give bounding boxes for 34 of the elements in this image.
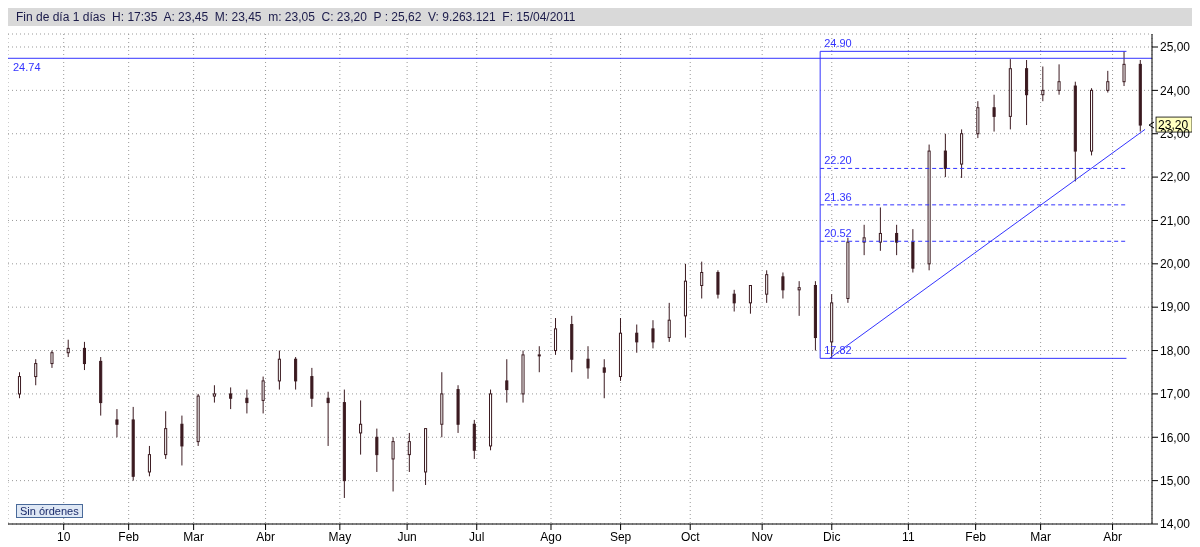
x-tick-label: Feb xyxy=(118,529,140,544)
y-tick-label: 15,00 xyxy=(1160,473,1191,488)
chart-title: Fin de día 1 días H: 17:35 A: 23,45 M: 23,45 m: 23,05 C: 23,20 P : 25,62 V: 9.263.121 F: 15/04/2011 xyxy=(8,8,1192,26)
y-tick-label: 21,00 xyxy=(1160,213,1191,228)
x-tick-label: May xyxy=(328,529,352,544)
x-tick-label: 11 xyxy=(902,529,915,544)
y-tick-label: 24,00 xyxy=(1160,83,1191,98)
y-tick-label: 20,00 xyxy=(1160,257,1191,272)
x-tick-label: Ago xyxy=(540,529,562,544)
button: Sin órdenes xyxy=(16,504,83,518)
data-label: 20.52 xyxy=(824,227,852,240)
x-tick-label: Dic xyxy=(823,529,841,544)
x-tick-label: Abr xyxy=(1103,529,1122,544)
x-tick-label: Mar xyxy=(1030,529,1051,544)
ref-line-label: 24.74 xyxy=(13,61,41,74)
x-tick-label: Mar xyxy=(183,529,204,544)
data-label: 24.90 xyxy=(824,37,852,50)
x-tick-label: 10 xyxy=(57,529,71,544)
y-tick-label: 22,00 xyxy=(1160,170,1191,185)
x-tick-label: Abr xyxy=(256,529,275,544)
data-label: 22.20 xyxy=(824,154,852,167)
data-label: 21.36 xyxy=(824,190,852,203)
x-tick-label: Nov xyxy=(751,529,773,544)
x-tick-label: Jun xyxy=(397,529,417,544)
y-tick-label: 18,00 xyxy=(1160,343,1191,358)
x-tick-label: Sep xyxy=(609,529,632,544)
y-tick-label: 16,00 xyxy=(1160,430,1191,445)
x-tick-label: Feb xyxy=(965,529,987,544)
y-tick-label: 25,00 xyxy=(1160,40,1191,55)
y-tick-label: 19,00 xyxy=(1160,300,1191,315)
y-tick-label: 14,00 xyxy=(1160,517,1191,532)
x-tick-label: Jul xyxy=(469,529,485,544)
x-tick-label: Oct xyxy=(680,529,701,544)
y-tick-label: 17,00 xyxy=(1160,387,1191,402)
